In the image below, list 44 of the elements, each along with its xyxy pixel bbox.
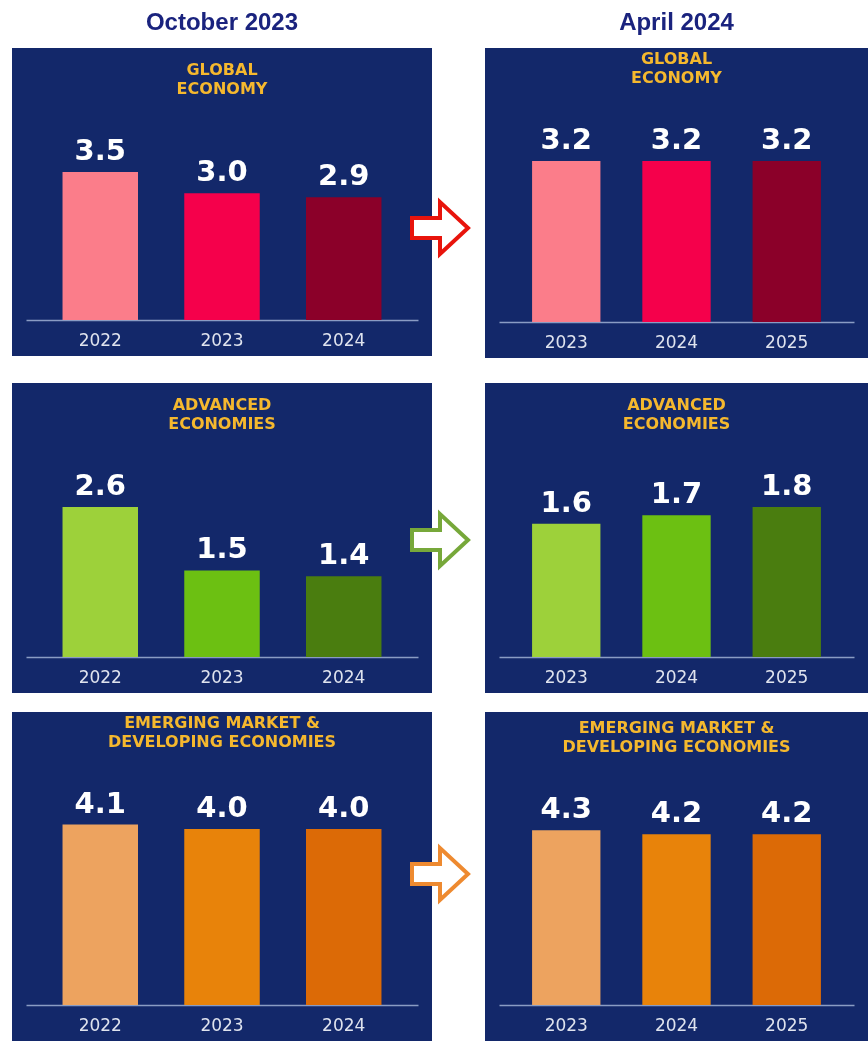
x-tick-label: 2024 — [654, 666, 699, 687]
data-label: 1.5 — [196, 531, 248, 566]
data-label: 1.6 — [540, 484, 592, 519]
x-tick-label: 2025 — [765, 331, 809, 352]
x-tick-label: 2024 — [322, 329, 366, 350]
data-label: 4.3 — [540, 791, 592, 826]
data-label: 1.8 — [761, 468, 813, 502]
data-label: 3.2 — [540, 122, 592, 157]
data-label: 4.0 — [196, 790, 248, 824]
data-label: 4.2 — [650, 795, 703, 830]
data-label: 3.2 — [761, 122, 813, 157]
x-tick-label: 2024 — [654, 1014, 699, 1035]
chart-title: GLOBAL ECONOMY — [631, 49, 723, 88]
x-tick-label: 2025 — [765, 1014, 809, 1035]
data-label: 3.0 — [196, 154, 248, 189]
data-label: 3.5 — [74, 133, 126, 167]
data-label: 1.4 — [318, 537, 370, 572]
x-tick-label: 2023 — [200, 329, 244, 350]
data-label: 3.2 — [650, 122, 703, 157]
chart-subtitle: October 2023 — [144, 7, 300, 37]
data-label: 4.0 — [318, 790, 370, 824]
chart-title: EMERGING MARKET & DEVELOPING ECONOMIES — [107, 712, 337, 751]
data-label: 1.7 — [650, 476, 703, 511]
x-tick-label: 2025 — [765, 666, 809, 687]
x-tick-label: 2024 — [322, 1014, 366, 1035]
x-tick-label: 2024 — [654, 331, 699, 352]
x-tick-label: 2023 — [200, 1014, 244, 1035]
data-label: 4.1 — [74, 785, 126, 820]
data-label: 2.9 — [318, 158, 370, 193]
chart-title: EMERGING MARKET & DEVELOPING ECONOMIES — [562, 718, 791, 757]
x-tick-label: 2023 — [544, 331, 588, 352]
x-tick-label: 2023 — [200, 666, 244, 687]
chart-title: GLOBAL ECONOMY — [176, 60, 268, 98]
data-label: 4.2 — [761, 795, 813, 830]
chart-subtitle: April 2024 — [618, 7, 735, 37]
x-tick-label: 2023 — [544, 1014, 588, 1035]
x-tick-label: 2022 — [78, 329, 122, 350]
chart-title: ADVANCED ECONOMIES — [622, 395, 731, 433]
x-tick-label: 2022 — [78, 1014, 122, 1035]
x-tick-label: 2024 — [322, 666, 366, 687]
x-tick-label: 2022 — [78, 666, 122, 687]
chart-title: ADVANCED ECONOMIES — [168, 395, 276, 433]
x-tick-label: 2023 — [544, 666, 588, 687]
data-label: 2.6 — [74, 468, 126, 502]
